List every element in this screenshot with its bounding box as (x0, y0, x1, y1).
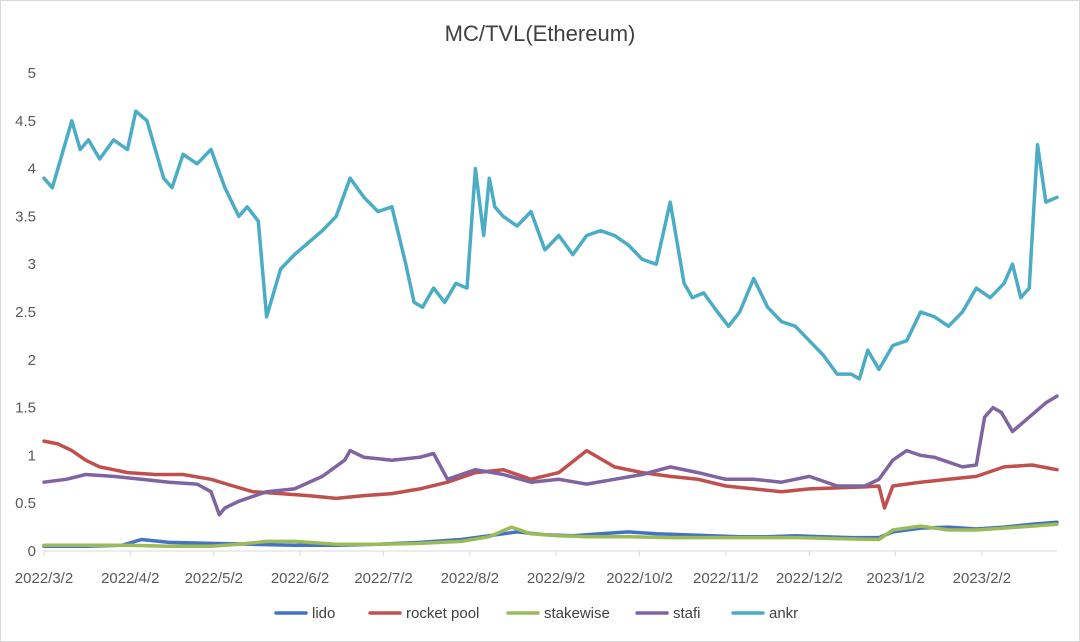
x-tick-label: 2023/2/2 (953, 570, 1011, 587)
x-tick-label: 2022/11/2 (693, 570, 759, 587)
x-tick-label: 2022/12/2 (776, 570, 843, 587)
legend-label-rocket-pool: rocket pool (406, 605, 479, 622)
x-tick-label: 2023/1/2 (866, 570, 924, 587)
y-tick-label: 0 (28, 543, 36, 560)
x-tick-label: 2022/7/2 (354, 570, 412, 587)
series-line-ankr (42, 109, 1059, 381)
legend-label-ankr: ankr (769, 605, 798, 622)
series-layer (42, 109, 1059, 548)
chart-title: MC/TVL(Ethereum) (445, 21, 636, 46)
legend-label-lido: lido (312, 605, 335, 622)
x-tick-label: 2022/5/2 (185, 570, 243, 587)
y-tick-label: 1 (28, 447, 36, 464)
y-tick-label: 1.5 (15, 400, 36, 417)
series-line-stafi (42, 394, 1059, 517)
y-tick-label: 4.5 (15, 113, 36, 130)
x-tick-label: 2022/4/2 (101, 570, 159, 587)
series-line-rocket-pool (42, 439, 1059, 510)
y-tick-label: 4 (28, 161, 36, 178)
legend-label-stakewise: stakewise (544, 605, 610, 622)
y-tick-label: 0.5 (15, 495, 36, 512)
y-axis-ticks: 0 0.5 1 1.5 2 2.5 3 3.5 4 4.5 5 (15, 65, 36, 560)
x-tick-label: 2022/3/2 (15, 570, 73, 587)
x-axis-ticks: 2022/3/2 2022/4/2 2022/5/2 2022/6/2 2022/7/2… (15, 551, 1011, 587)
y-tick-label: 5 (28, 65, 36, 82)
legend-label-stafi: stafi (673, 605, 701, 622)
y-tick-label: 3.5 (15, 208, 36, 225)
x-tick-label: 2022/8/2 (441, 570, 499, 587)
y-tick-label: 2.5 (15, 304, 36, 321)
x-tick-label: 2022/10/2 (606, 570, 673, 587)
legend: lido rocket pool stakewise stafi ankr (274, 605, 798, 622)
series-line-stakewise (42, 522, 1059, 548)
x-tick-label: 2022/9/2 (527, 570, 585, 587)
x-tick-label: 2022/6/2 (271, 570, 329, 587)
y-tick-label: 3 (28, 256, 36, 273)
y-tick-label: 2 (28, 352, 36, 369)
